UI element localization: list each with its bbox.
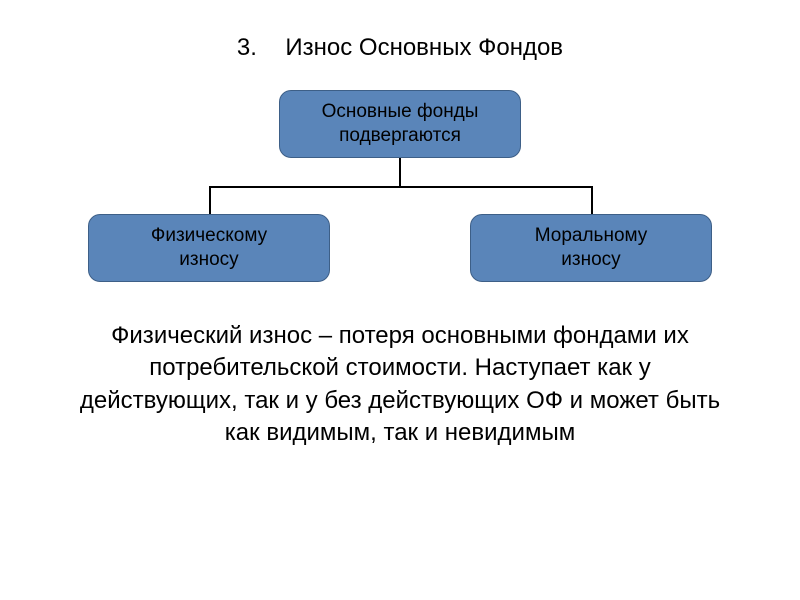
node-right: Моральному износу <box>470 214 712 282</box>
body-paragraph: Физический износ – потеря основными фонд… <box>70 320 730 450</box>
node-root-line2: подвергаются <box>339 124 461 148</box>
node-right-line2: износу <box>561 248 620 272</box>
diagram-container: Основные фонды подвергаются Физическому … <box>0 90 800 300</box>
node-left-line2: износу <box>179 248 238 272</box>
connector-h-bar <box>209 186 591 188</box>
connector-left-down <box>209 186 211 214</box>
node-root-line1: Основные фонды <box>322 100 479 124</box>
node-right-line1: Моральному <box>535 224 648 248</box>
connector-right-down <box>591 186 593 214</box>
node-left-line1: Физическому <box>151 224 267 248</box>
node-left: Физическому износу <box>88 214 330 282</box>
title-number: 3. <box>237 34 257 62</box>
connector-root-down <box>399 158 401 186</box>
node-root: Основные фонды подвергаются <box>279 90 521 158</box>
title-text: Износ Основных Фондов <box>285 34 563 62</box>
slide-title: 3. Износ Основных Фондов <box>0 34 800 62</box>
